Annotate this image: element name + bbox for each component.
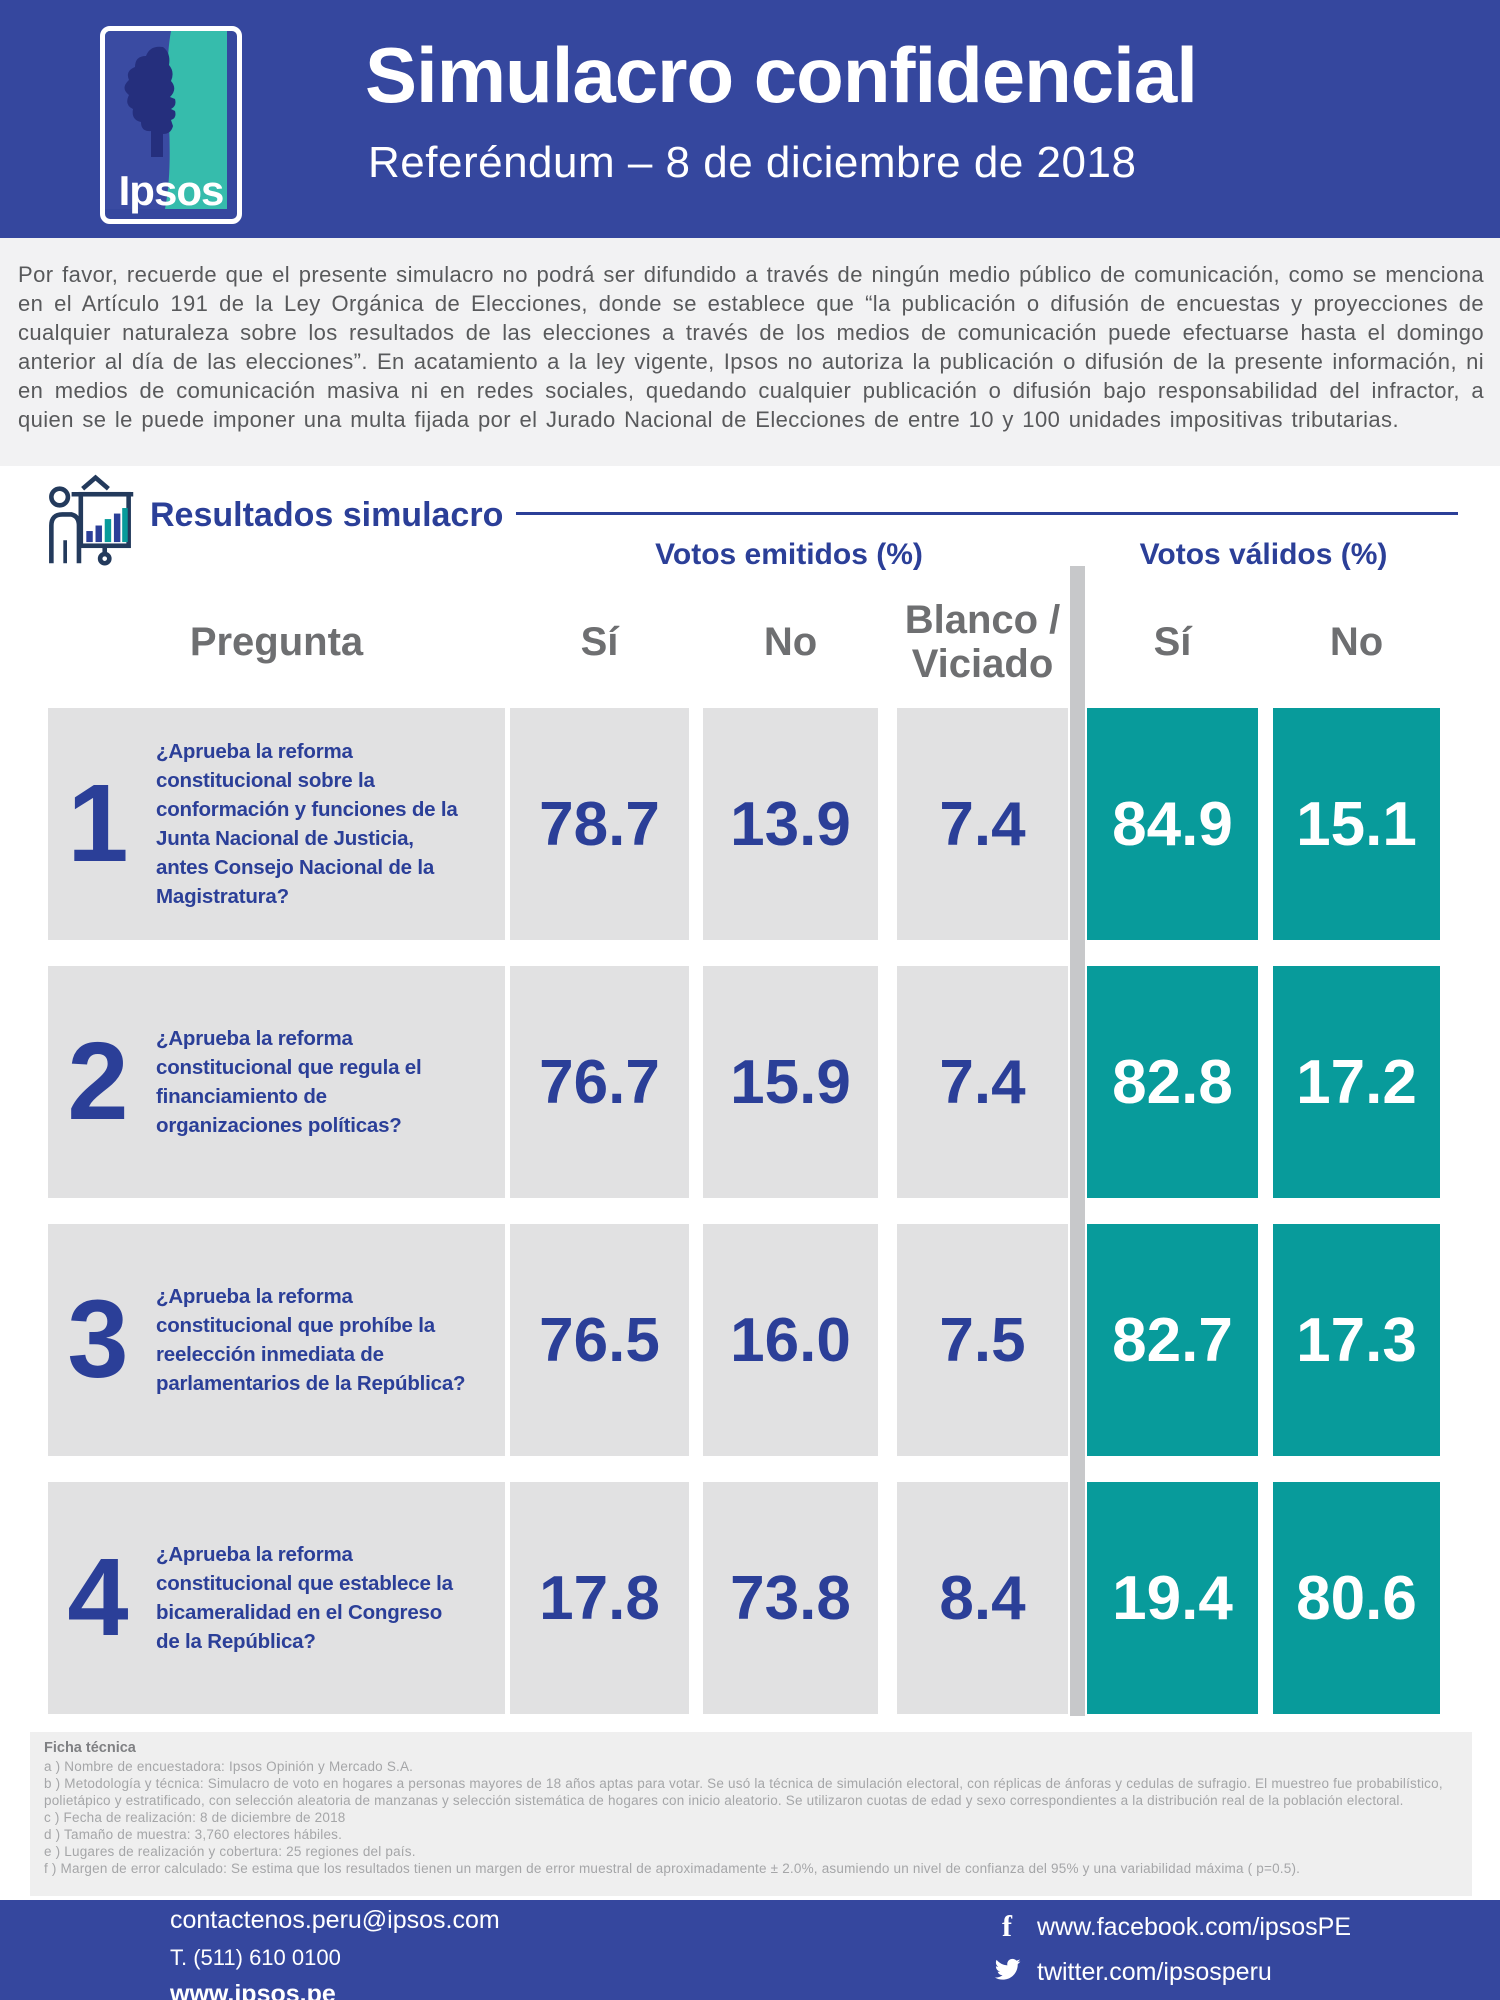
ficha-line-a: a ) Nombre de encuestadora: Ipsos Opinió… [44,1759,414,1774]
question-number: 2 [67,1020,129,1143]
page-subtitle: Referéndum – 8 de diciembre de 2018 [368,138,1137,187]
ipsos-logo: Ipsos [100,26,242,224]
twitter-row[interactable]: twitter.com/ipsosperu [985,1956,1351,1989]
section-title: Resultados simulacro [150,496,504,534]
facebook-link[interactable]: www.facebook.com/ipsosPE [1037,1912,1352,1941]
question-number: 3 [67,1278,129,1401]
column-header-no-emitidos: No [763,620,818,664]
twitter-icon [985,1956,1029,1989]
value-blanco-viciado: 8.4 [897,1482,1068,1714]
value-no-validos: 80.6 [1273,1482,1440,1714]
question-number: 4 [67,1536,129,1659]
value-si-validos: 84.9 [1087,708,1258,940]
group-header-votos-emitidos: Votos emitidos (%) [655,538,923,571]
question-cell: 1 ¿Aprueba la reforma constitucional sob… [48,708,505,940]
facebook-row[interactable]: f www.facebook.com/ipsosPE [985,1910,1351,1944]
column-header-pregunta: Pregunta [189,620,364,664]
column-header-no-validos: No [1329,620,1384,664]
value-si-emitidos: 17.8 [510,1482,689,1714]
question-text: ¿Aprueba la reforma constitucional que r… [156,1027,422,1137]
page-title: Simulacro confidencial [365,31,1198,119]
value-no-emitidos: 16.0 [703,1224,878,1456]
ficha-tecnica: Ficha técnica a ) Nombre de encuestadora… [30,1732,1472,1896]
value-no-validos: 17.3 [1273,1224,1440,1456]
value-no-emitidos: 13.9 [703,708,878,940]
profile-head-silhouette [124,46,176,157]
value-no-emitidos: 73.8 [703,1482,878,1714]
question-text: ¿Aprueba la reforma constitucional que e… [156,1543,453,1653]
value-blanco-viciado: 7.4 [897,708,1068,940]
question-cell: 2 ¿Aprueba la reforma constitucional que… [48,966,505,1198]
value-si-validos: 19.4 [1087,1482,1258,1714]
contact-phone: T. (511) 610 0100 [170,1945,341,1970]
facebook-icon: f [1002,1910,1012,1943]
legal-disclaimer: Por favor, recuerde que el presente simu… [0,238,1500,466]
question-text: ¿Aprueba la reforma constitucional que p… [156,1285,466,1395]
value-si-emitidos: 76.7 [510,966,689,1198]
twitter-link[interactable]: twitter.com/ipsosperu [1037,1958,1272,1986]
website-link[interactable]: www.ipsos.pe [170,1980,336,2000]
ficha-line-f: f ) Margen de error calculado: Se estima… [44,1861,1301,1876]
ficha-tecnica-title: Ficha técnica [44,1740,136,1756]
presentation-chart-icon [49,474,134,566]
footer-contact-block: contactenos.peru@ipsos.com T. (511) 610 … [170,1906,500,2000]
question-text: ¿Aprueba la reforma constitucional sobre… [156,740,458,908]
column-header-si-validos: Sí [1153,620,1192,664]
results-table: 1 ¿Aprueba la reforma constitucional sob… [48,708,1440,1740]
table-row: 4 ¿Aprueba la reforma constitucional que… [48,1482,1440,1714]
table-row: 3 ¿Aprueba la reforma constitucional que… [48,1224,1440,1456]
footer-social-block: f www.facebook.com/ipsosPE twitter.com/i… [985,1910,1351,2000]
value-si-validos: 82.7 [1087,1224,1258,1456]
value-blanco-viciado: 7.4 [897,966,1068,1198]
value-si-validos: 82.8 [1087,966,1258,1198]
contact-email-link[interactable]: contactenos.peru@ipsos.com [170,1906,500,1934]
question-number: 1 [67,762,129,885]
ficha-line-d: d ) Tamaño de muestra: 3,760 electores h… [44,1827,343,1842]
table-row: 2 ¿Aprueba la reforma constitucional que… [48,966,1440,1198]
legal-disclaimer-text: Por favor, recuerde que el presente simu… [18,262,1484,432]
column-header-blanco-viciado: Blanco / Viciado [904,598,1061,686]
column-header-si-emitidos: Sí [580,620,619,664]
table-column-headers: Pregunta Sí No Blanco / Viciado Sí No [48,592,1440,692]
table-divider-bar [1070,566,1085,1716]
value-si-emitidos: 78.7 [510,708,689,940]
ficha-line-e: e ) Lugares de realización y cobertura: … [44,1844,416,1859]
header-banner: Ipsos Simulacro confidencial Referéndum … [0,0,1500,238]
table-row: 1 ¿Aprueba la reforma constitucional sob… [48,708,1440,940]
ficha-line-c: c ) Fecha de realización: 8 de diciembre… [44,1810,346,1825]
value-si-emitidos: 76.5 [510,1224,689,1456]
question-cell: 4 ¿Aprueba la reforma constitucional que… [48,1482,505,1714]
ipsos-logo-word: Ipsos [118,167,225,214]
value-no-emitidos: 15.9 [703,966,878,1198]
footer-banner: contactenos.peru@ipsos.com T. (511) 610 … [0,1900,1500,2000]
section-rule [516,512,1458,515]
question-cell: 3 ¿Aprueba la reforma constitucional que… [48,1224,505,1456]
ficha-line-b: b ) Metodología y técnica: Simulacro de … [44,1776,1443,1808]
group-header-votos-validos: Votos válidos (%) [1139,538,1388,571]
value-blanco-viciado: 7.5 [897,1224,1068,1456]
value-no-validos: 17.2 [1273,966,1440,1198]
ipsos-logo-graphic [105,31,227,209]
value-no-validos: 15.1 [1273,708,1440,940]
